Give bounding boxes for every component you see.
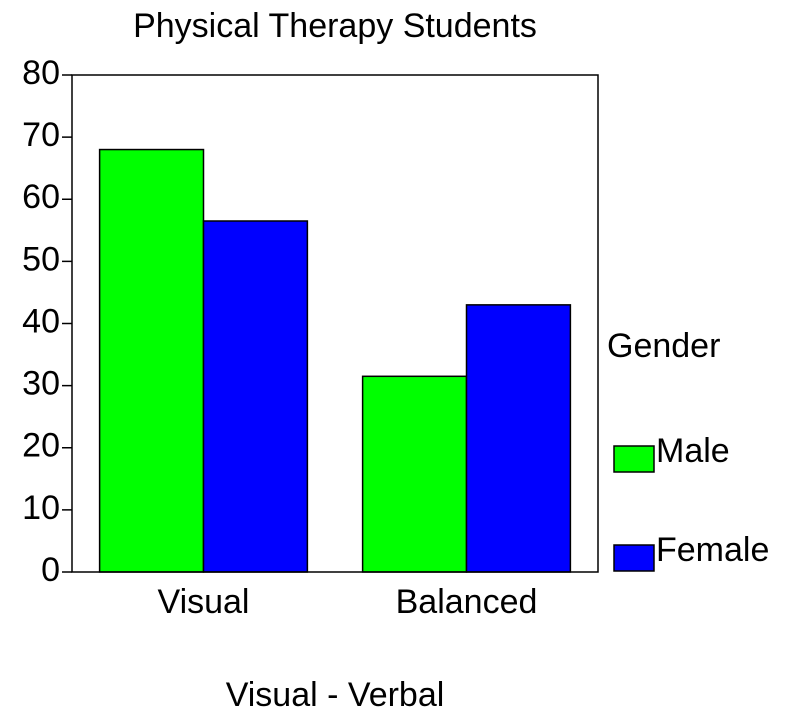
legend-swatch (613, 544, 655, 572)
x-tick-label: Visual (158, 583, 250, 621)
y-tick-label: 0 (41, 551, 60, 589)
bar (202, 220, 309, 573)
x-tick-label: Balanced (396, 583, 538, 621)
y-tick-label: 70 (22, 116, 60, 154)
y-tick-label: 10 (22, 489, 60, 527)
legend-title: Gender (607, 327, 720, 365)
legend-label: Female (656, 531, 769, 569)
y-tick-label: 20 (22, 427, 60, 465)
plot-frame (71, 74, 599, 573)
bar (98, 148, 205, 573)
bar (361, 375, 468, 573)
x-axis-label: Visual - Verbal (226, 676, 445, 714)
y-tick-label: 80 (22, 54, 60, 92)
y-tick-label: 40 (22, 302, 60, 340)
legend-label: Male (656, 432, 730, 470)
y-tick-label: 60 (22, 178, 60, 216)
chart-title: Physical Therapy Students (133, 7, 537, 45)
y-tick-label: 30 (22, 365, 60, 403)
y-tick-label: 50 (22, 240, 60, 278)
bar (465, 304, 572, 573)
legend-swatch (613, 445, 655, 473)
